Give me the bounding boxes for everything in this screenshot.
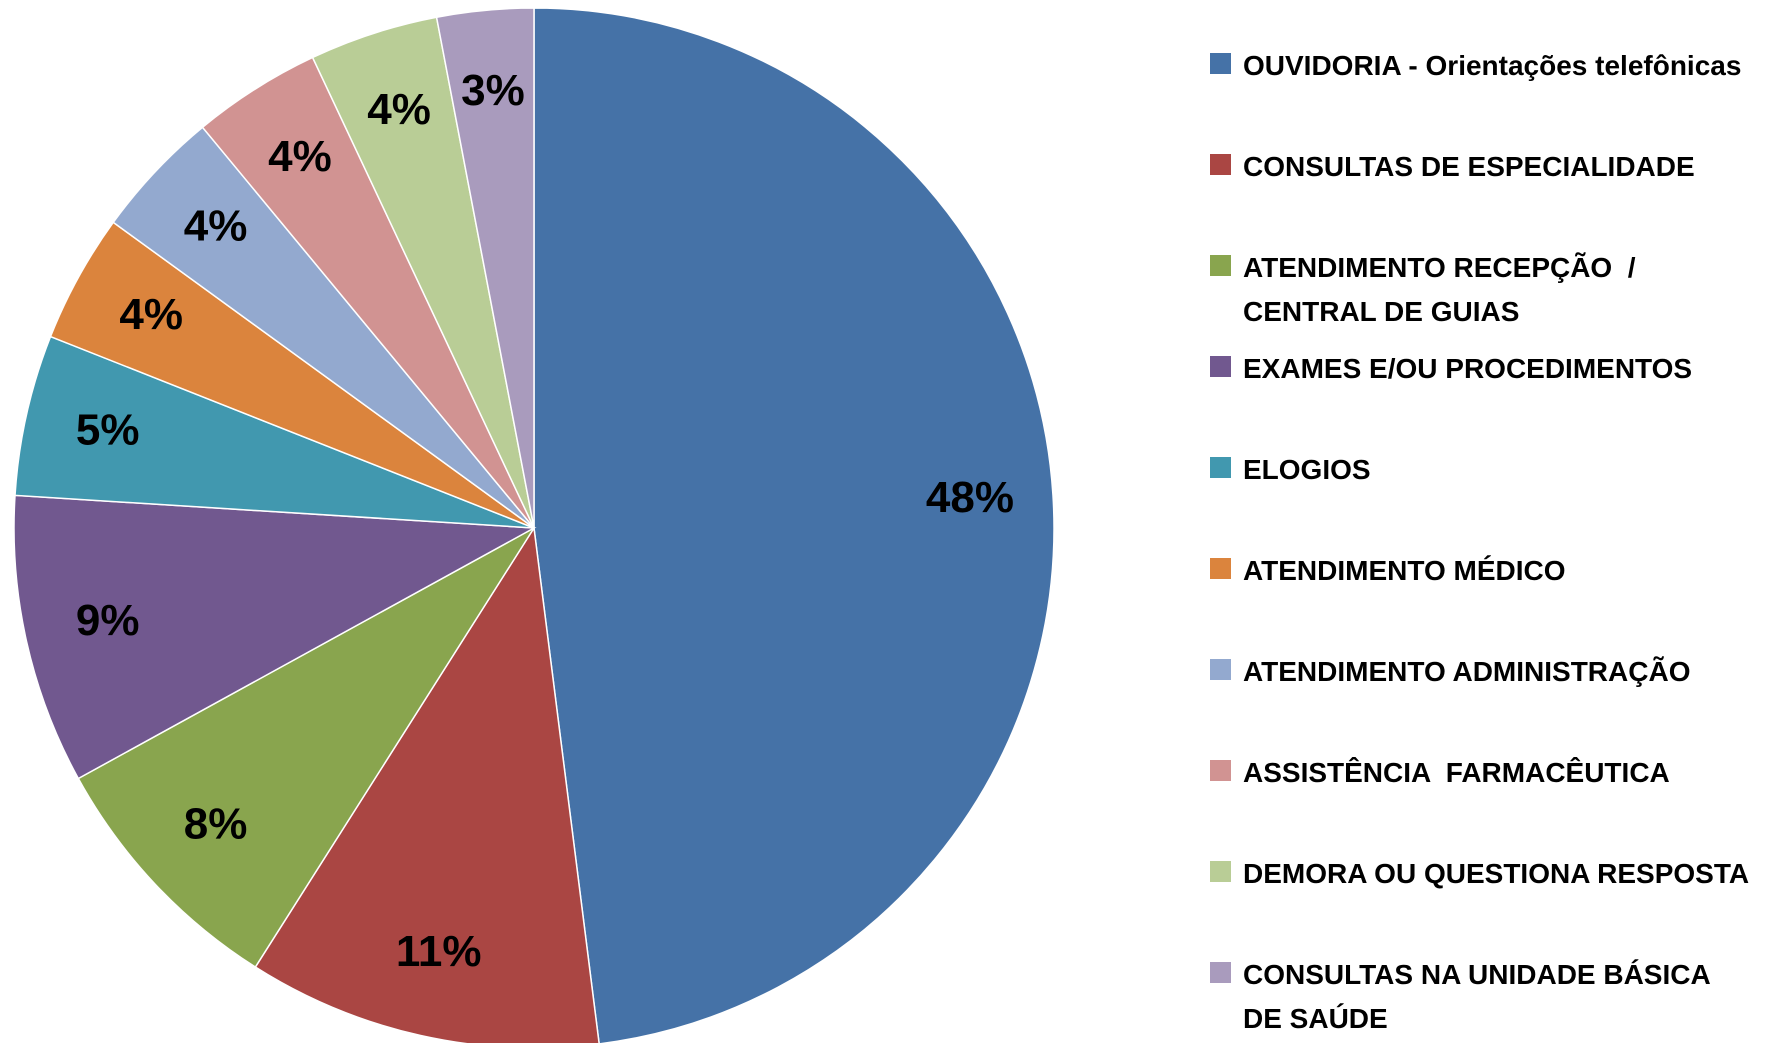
legend-label: ASSISTÊNCIA FARMACÊUTICA [1243, 757, 1670, 788]
legend-item: ASSISTÊNCIA FARMACÊUTICA [1210, 751, 1765, 795]
pie-slice [14, 335, 535, 529]
slice-label: 9% [76, 596, 140, 645]
legend-swatch [1210, 255, 1231, 276]
legend-label: ATENDIMENTO ADMINISTRAÇÃO [1243, 656, 1691, 687]
legend-swatch [1210, 558, 1231, 579]
slice-label: 4% [367, 85, 431, 134]
legend-item: DEMORA OU QUESTIONA RESPOSTA [1210, 852, 1765, 896]
slice-label: 4% [268, 132, 332, 181]
legend-swatch [1210, 53, 1231, 74]
legend-swatch [1210, 962, 1231, 983]
legend-item: ATENDIMENTO MÉDICO [1210, 549, 1765, 593]
slice-label: 48% [926, 473, 1014, 522]
legend-item: CONSULTAS DE ESPECIALIDADE [1210, 145, 1765, 189]
legend-item: ELOGIOS [1210, 448, 1765, 492]
legend-label: EXAMES E/OU PROCEDIMENTOS [1243, 353, 1693, 384]
pie-slice [254, 525, 600, 1043]
legend-label: CONSULTAS DE ESPECIALIDADE [1243, 151, 1695, 182]
slice-label: 3% [461, 66, 525, 115]
legend-item: CONSULTAS NA UNIDADE BÁSICA DE SAÚDE [1210, 953, 1765, 1041]
legend-item: EXAMES E/OU PROCEDIMENTOS [1210, 347, 1765, 391]
legend-label: CONSULTAS NA UNIDADE BÁSICA DE SAÚDE [1243, 959, 1718, 1034]
legend-swatch [1210, 760, 1231, 781]
slice-label: 5% [76, 405, 140, 454]
legend-label: ELOGIOS [1243, 454, 1371, 485]
legend-label: DEMORA OU QUESTIONA RESPOSTA [1243, 858, 1750, 889]
legend-item: OUVIDORIA - Orientações telefônicas [1210, 44, 1765, 88]
legend-label: ATENDIMENTO RECEPÇÃO / CENTRAL DE GUIAS [1243, 252, 1644, 327]
legend-swatch [1210, 356, 1231, 377]
legend-swatch [1210, 154, 1231, 175]
legend-label: OUVIDORIA - Orientações telefônicas [1243, 50, 1742, 81]
legend-swatch [1210, 659, 1231, 680]
legend-swatch [1210, 861, 1231, 882]
slice-label: 4% [184, 202, 248, 251]
pie-slice [435, 7, 535, 529]
pie-slice [77, 527, 535, 969]
slice-label: 8% [184, 800, 248, 849]
legend-swatch [1210, 457, 1231, 478]
pie-slice [533, 7, 1055, 1043]
legend-label: ATENDIMENTO MÉDICO [1243, 555, 1566, 586]
slice-label: 4% [119, 290, 183, 339]
legend-item: ATENDIMENTO ADMINISTRAÇÃO [1210, 650, 1765, 694]
legend-item: ATENDIMENTO RECEPÇÃO / CENTRAL DE GUIAS [1210, 246, 1765, 334]
slice-label: 11% [396, 927, 482, 976]
pie-slice [13, 494, 537, 780]
